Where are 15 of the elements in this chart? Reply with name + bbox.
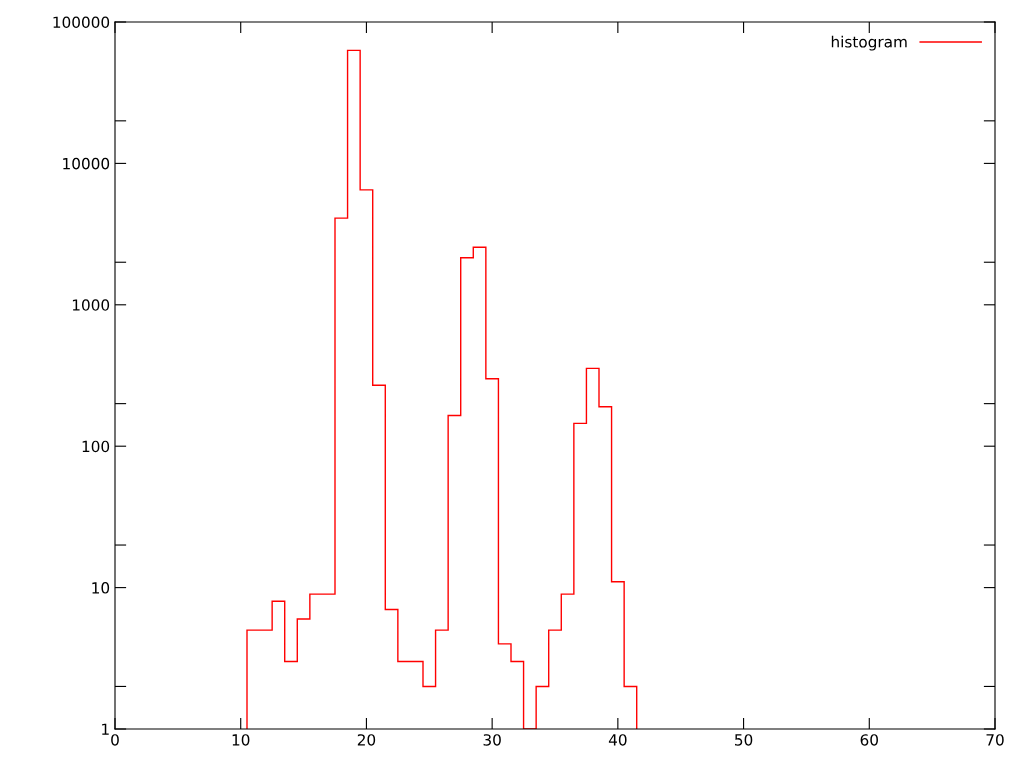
y-tick-label: 10000 <box>63 157 110 170</box>
legend-label: histogram <box>831 35 907 51</box>
x-tick-label: 50 <box>735 734 753 746</box>
y-tick-label: 100 <box>82 440 110 453</box>
x-tick-label: 70 <box>986 734 1004 746</box>
x-tick-label: 20 <box>357 734 376 746</box>
y-tick-label: 10 <box>92 582 110 594</box>
x-tick-label: 40 <box>608 734 627 746</box>
y-tick-label: 1000 <box>72 299 110 311</box>
x-tick-label: 0 <box>111 734 119 746</box>
y-tick-label: 1 <box>102 723 109 735</box>
x-tick-label: 60 <box>860 734 878 746</box>
y-tick-label: 100000 <box>53 16 110 29</box>
x-tick-label: 10 <box>232 734 250 746</box>
x-tick-label: 30 <box>483 734 501 746</box>
